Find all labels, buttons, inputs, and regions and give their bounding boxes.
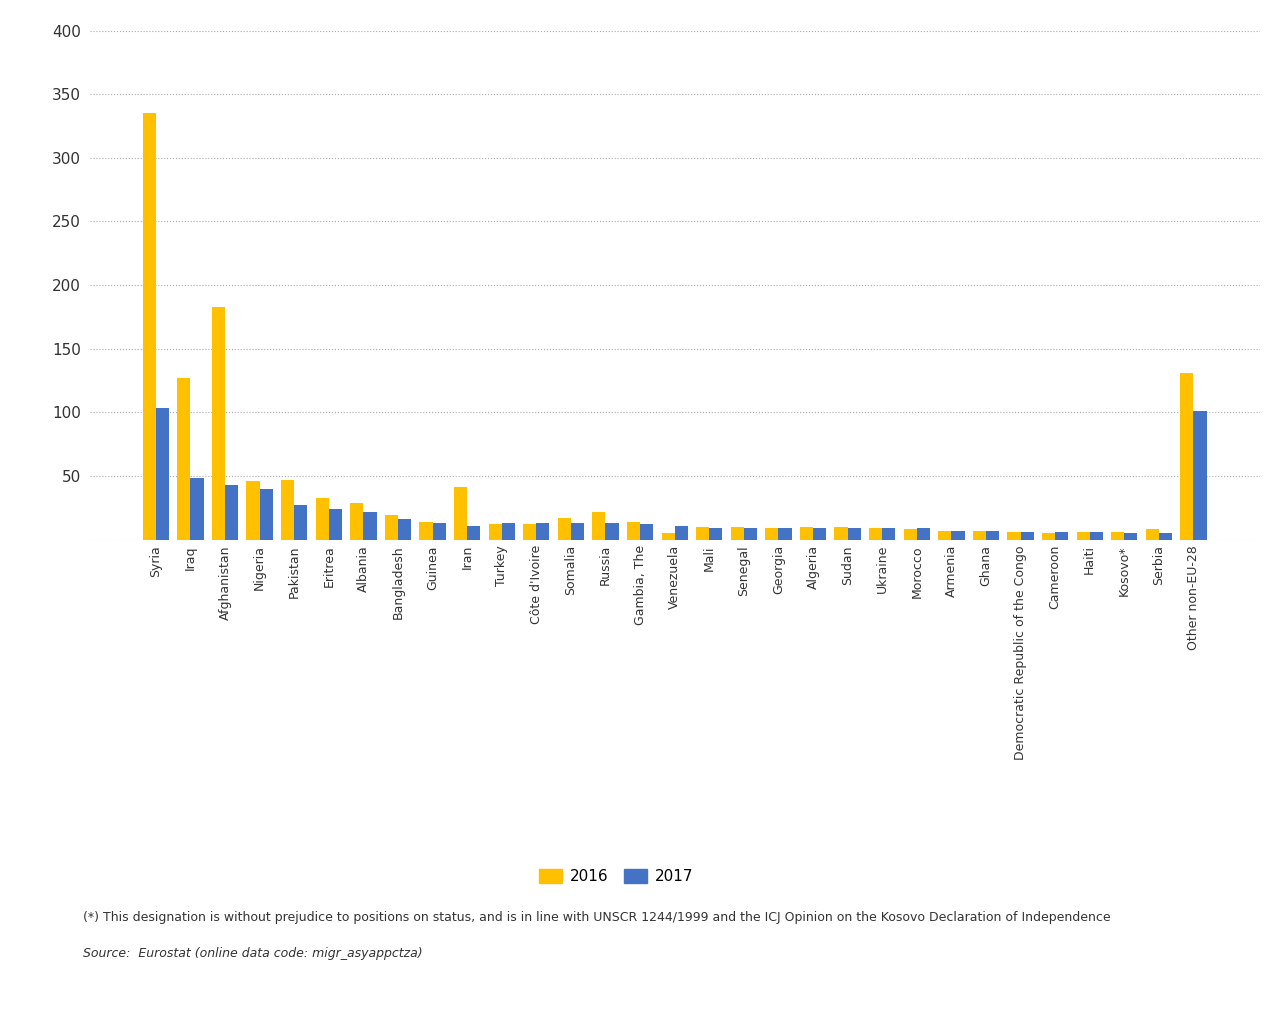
Bar (501, 523, 515, 540)
Bar (1111, 532, 1124, 540)
Bar (640, 524, 654, 540)
Bar (661, 533, 675, 540)
Bar (1146, 529, 1159, 540)
Bar (799, 527, 813, 540)
Bar (1181, 373, 1193, 540)
Bar (363, 512, 376, 540)
Bar (986, 530, 999, 540)
Text: (*) This designation is without prejudice to positions on status, and is in line: (*) This designation is without prejudic… (83, 911, 1110, 924)
Bar (523, 524, 536, 540)
Bar (329, 509, 341, 540)
Bar (385, 515, 398, 540)
Bar (973, 530, 986, 540)
Bar (1055, 532, 1068, 540)
Bar (904, 529, 917, 540)
Bar (294, 505, 307, 540)
Legend: 2016, 2017: 2016, 2017 (533, 863, 700, 890)
Bar (675, 525, 688, 540)
Bar (570, 523, 585, 540)
Bar (454, 488, 467, 540)
Bar (939, 530, 952, 540)
Bar (558, 518, 570, 540)
Bar (848, 528, 861, 540)
Bar (952, 530, 964, 540)
Bar (316, 498, 329, 540)
Bar (917, 528, 930, 540)
Bar (489, 524, 501, 540)
Bar (1124, 533, 1137, 540)
Bar (432, 523, 445, 540)
Bar (350, 503, 363, 540)
Bar (1021, 532, 1033, 540)
Bar (883, 528, 895, 540)
Bar (834, 527, 848, 540)
Bar (281, 479, 294, 540)
Bar (212, 306, 225, 540)
Bar (710, 528, 723, 540)
Bar (260, 489, 272, 540)
Bar (1159, 533, 1172, 540)
Bar (744, 528, 757, 540)
Bar (813, 528, 826, 540)
Bar (191, 478, 203, 540)
Bar (605, 523, 619, 540)
Bar (1077, 532, 1090, 540)
Bar (1042, 533, 1055, 540)
Bar (1090, 532, 1102, 540)
Bar (398, 519, 411, 540)
Bar (779, 528, 792, 540)
Bar (868, 528, 883, 540)
Bar (156, 408, 169, 540)
Bar (247, 482, 260, 540)
Bar (420, 522, 432, 540)
Text: Source:  Eurostat (online data code: migr_asyappctza): Source: Eurostat (online data code: migr… (83, 947, 423, 960)
Bar (696, 527, 710, 540)
Bar (143, 113, 156, 540)
Bar (627, 522, 640, 540)
Bar (1193, 411, 1206, 540)
Bar (225, 485, 238, 540)
Bar (592, 512, 605, 540)
Bar (730, 527, 744, 540)
Bar (536, 523, 550, 540)
Bar (178, 378, 191, 540)
Bar (765, 528, 779, 540)
Bar (467, 525, 481, 540)
Bar (1008, 532, 1021, 540)
